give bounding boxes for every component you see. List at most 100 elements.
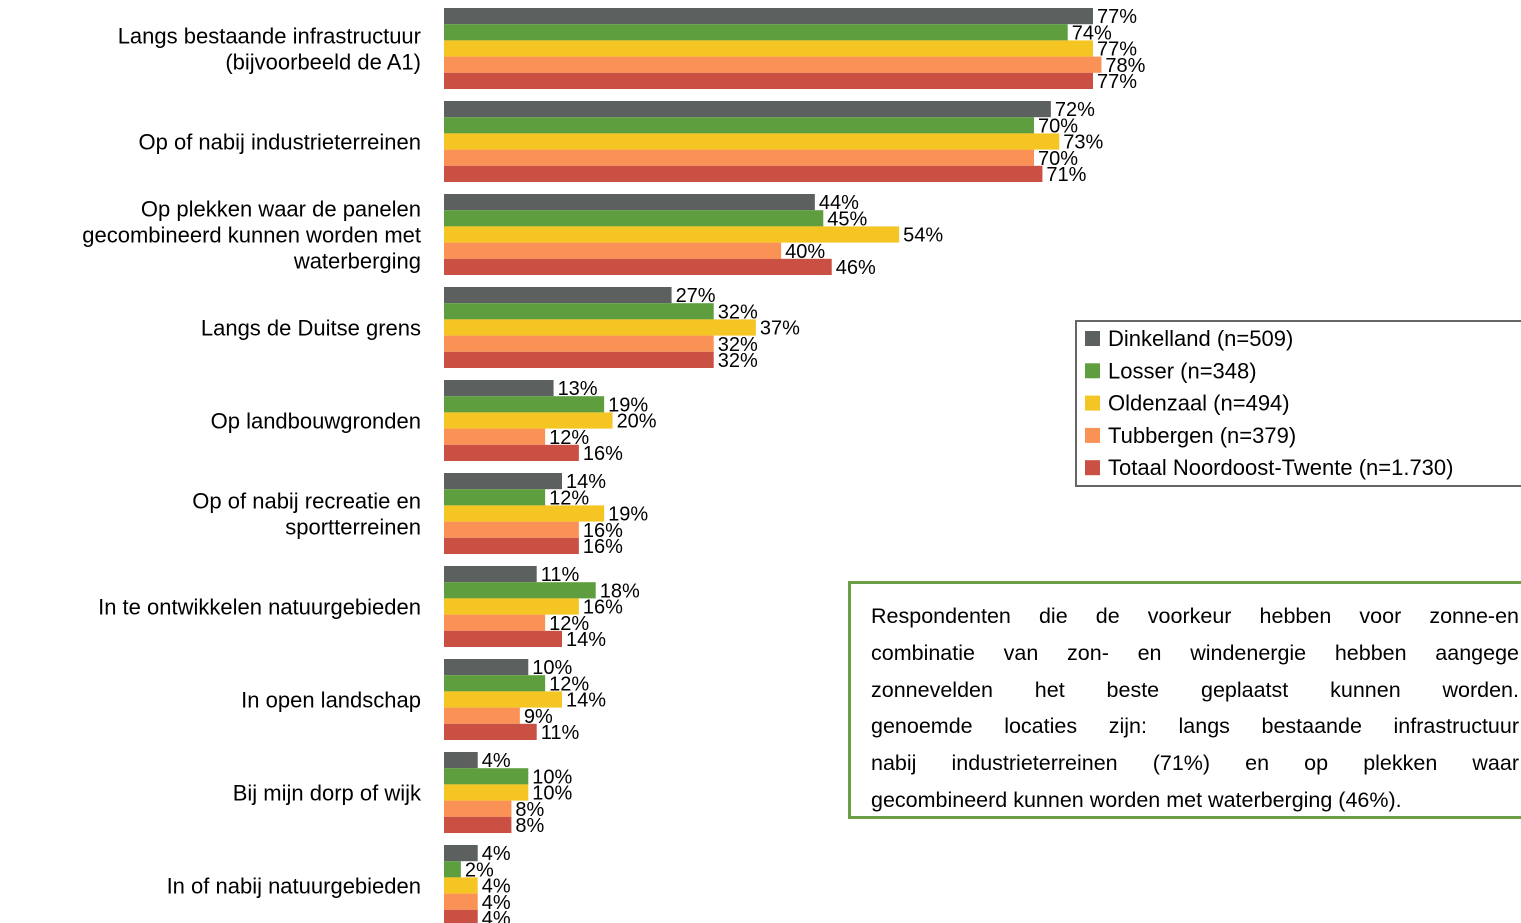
bar — [444, 242, 782, 259]
category-label: sportterreinen — [285, 515, 421, 540]
bar — [444, 149, 1034, 166]
bar — [444, 845, 478, 862]
category-label: Op landbouwgronden — [211, 409, 421, 434]
bar — [444, 101, 1051, 118]
bar — [444, 335, 714, 352]
bar — [444, 473, 562, 490]
bar — [444, 893, 478, 910]
bar — [444, 319, 756, 336]
bar — [444, 707, 520, 724]
bar — [444, 210, 824, 227]
legend-swatch — [1085, 427, 1100, 443]
value-label: 74% — [1072, 22, 1112, 44]
value-label: 2% — [465, 859, 494, 881]
legend-label: Oldenzaal (n=494) — [1108, 391, 1290, 416]
bar — [444, 428, 546, 445]
value-label: 10% — [532, 783, 572, 805]
note-line: zonnevelden het beste geplaatst kunnen w… — [871, 677, 1519, 702]
value-label: 78% — [1105, 55, 1145, 77]
value-label: 19% — [608, 394, 648, 416]
category-label: gecombineerd kunnen worden met — [82, 223, 421, 248]
bar — [444, 8, 1093, 25]
bar — [444, 909, 478, 923]
bar — [444, 165, 1043, 182]
bar — [444, 24, 1068, 41]
bar — [444, 861, 461, 878]
value-label: 20% — [617, 411, 657, 433]
bar — [444, 351, 714, 368]
category-label: Langs bestaande infrastructuur — [118, 24, 421, 49]
value-label: 8% — [515, 799, 544, 821]
value-label: 71% — [1046, 164, 1086, 186]
note-box: Respondenten die de voorkeur hebben voor… — [848, 581, 1521, 819]
value-label: 12% — [549, 613, 589, 635]
bar — [444, 752, 478, 769]
bar — [444, 489, 546, 506]
bar — [444, 723, 537, 740]
category-label: Langs de Duitse grens — [201, 316, 421, 341]
value-label: 16% — [583, 597, 623, 619]
bar — [444, 659, 529, 676]
bar — [444, 566, 537, 583]
bar — [444, 784, 529, 801]
value-label: 32% — [718, 350, 758, 372]
bar — [444, 675, 546, 692]
bar — [444, 444, 579, 461]
category-label: waterberging — [293, 249, 421, 274]
note-line: Respondenten die de voorkeur hebben voor… — [871, 604, 1519, 628]
legend-label: Tubbergen (n=379) — [1108, 423, 1296, 448]
bar — [444, 630, 562, 647]
legend-swatch — [1085, 363, 1100, 379]
value-label: 9% — [524, 706, 553, 728]
value-label: 14% — [566, 471, 606, 493]
value-label: 14% — [566, 629, 606, 651]
note-line: combinatie van zon- en windenergie hebbe… — [871, 640, 1519, 665]
category-label: (bijvoorbeeld de A1) — [225, 50, 421, 75]
value-label: 16% — [583, 443, 623, 465]
value-label: 19% — [608, 504, 648, 526]
value-label: 70% — [1038, 115, 1078, 137]
category-label: In te ontwikkelen natuurgebieden — [98, 595, 421, 620]
bar — [444, 691, 562, 708]
legend-label: Dinkelland (n=509) — [1108, 326, 1293, 351]
value-label: 77% — [1097, 6, 1137, 28]
value-label: 40% — [785, 241, 825, 263]
legend-swatch — [1085, 331, 1100, 346]
note-line: gecombineerd kunnen worden met waterberg… — [871, 787, 1402, 812]
bar — [444, 303, 714, 320]
value-label: 11% — [541, 722, 580, 744]
value-label: 18% — [600, 580, 640, 602]
value-label: 4% — [482, 892, 511, 914]
category-label: Op plekken waar de panelen — [141, 197, 421, 222]
bar — [444, 412, 613, 429]
bar — [444, 582, 596, 599]
bar — [444, 40, 1093, 57]
value-label: 4% — [482, 750, 511, 772]
legend-swatch — [1085, 395, 1100, 411]
bar — [444, 258, 832, 275]
bar — [444, 877, 478, 894]
bar — [444, 380, 554, 397]
legend-swatch — [1085, 460, 1100, 476]
bar — [444, 133, 1060, 150]
legend-label: Losser (n=348) — [1108, 358, 1257, 383]
bar — [444, 56, 1102, 73]
category-label: Op of nabij industrieterreinen — [139, 130, 422, 155]
bar — [444, 614, 546, 631]
bar — [444, 768, 529, 785]
bar — [444, 816, 512, 833]
value-label: 70% — [1038, 148, 1078, 170]
bar — [444, 537, 579, 554]
value-label: 32% — [718, 334, 758, 356]
category-label: Op of nabij recreatie en — [192, 489, 421, 514]
bar — [444, 72, 1093, 89]
value-label: 54% — [903, 225, 943, 247]
value-label: 10% — [532, 657, 572, 679]
value-label: 12% — [549, 673, 589, 695]
bar — [444, 396, 605, 413]
value-label: 73% — [1063, 132, 1103, 154]
value-label: 37% — [760, 318, 800, 340]
value-label: 13% — [558, 378, 598, 400]
value-label: 72% — [1055, 99, 1095, 121]
